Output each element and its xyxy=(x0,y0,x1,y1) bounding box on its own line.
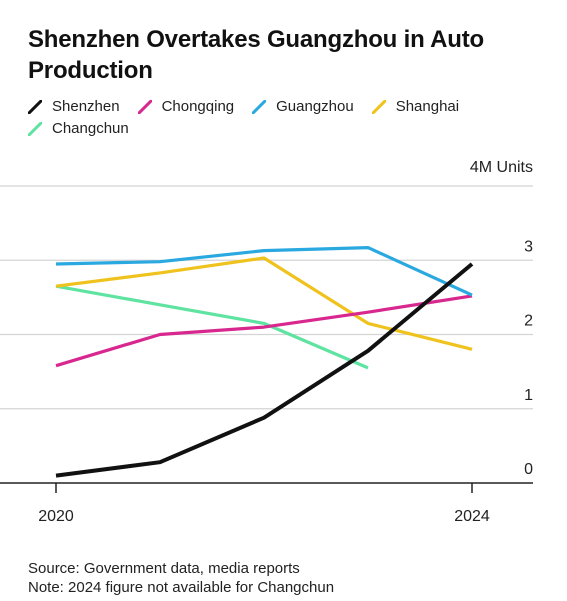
y-tick-label-3: 3 xyxy=(524,238,533,255)
legend-row-2: Changchun xyxy=(28,118,548,140)
legend-swatch-guangzhou xyxy=(252,100,267,114)
y-tick-label-2: 2 xyxy=(524,313,533,330)
availability-note: Note: 2024 figure not available for Chan… xyxy=(28,579,335,596)
legend-item-guangzhou: Guangzhou xyxy=(252,96,354,118)
x-tick-label-2024: 2024 xyxy=(454,508,490,525)
chart-area: 4M Units 0 1 2 3 2020 2024 xyxy=(0,150,567,540)
footer: Source: Government data, media reports N… xyxy=(28,559,334,597)
legend-item-shenzhen: Shenzhen xyxy=(28,96,120,118)
legend-label-shenzhen: Shenzhen xyxy=(52,98,120,115)
line-chart: 4M Units 0 1 2 3 2020 2024 xyxy=(0,159,533,525)
y-tick-label-1: 1 xyxy=(524,387,533,404)
y-unit-label: 4M Units xyxy=(470,159,533,176)
y-tick-label-0: 0 xyxy=(524,461,533,478)
legend-item-chongqing: Chongqing xyxy=(137,96,235,118)
legend-label-changchun: Changchun xyxy=(52,120,129,137)
legend-item-shanghai: Shanghai xyxy=(371,96,460,118)
legend-item-changchun: Changchun xyxy=(28,118,129,140)
x-tick-label-2020: 2020 xyxy=(38,508,74,525)
source-note: Source: Government data, media reports xyxy=(28,560,300,577)
series-line-guangzhou xyxy=(55,245,473,297)
series-line-changchun xyxy=(55,284,369,370)
legend-label-guangzhou: Guangzhou xyxy=(276,98,354,115)
legend-swatch-chongqing xyxy=(137,100,152,114)
legend-swatch-changchun xyxy=(28,122,42,136)
series-line-shenzhen xyxy=(55,262,474,478)
series-line-shanghai xyxy=(55,256,473,351)
legend-swatch-shanghai xyxy=(371,100,386,114)
legend-label-chongqing: Chongqing xyxy=(161,98,235,115)
legend: Shenzhen Chongqing Guangzhou Shanghai xyxy=(28,96,548,140)
legend-label-shanghai: Shanghai xyxy=(395,98,460,115)
chart-title: Shenzhen Overtakes Guangzhou in Auto Pro… xyxy=(28,26,484,84)
legend-row-1: Shenzhen Chongqing Guangzhou Shanghai xyxy=(28,96,548,118)
legend-swatch-shenzhen xyxy=(28,100,42,114)
series-line-chongqing xyxy=(55,294,473,368)
